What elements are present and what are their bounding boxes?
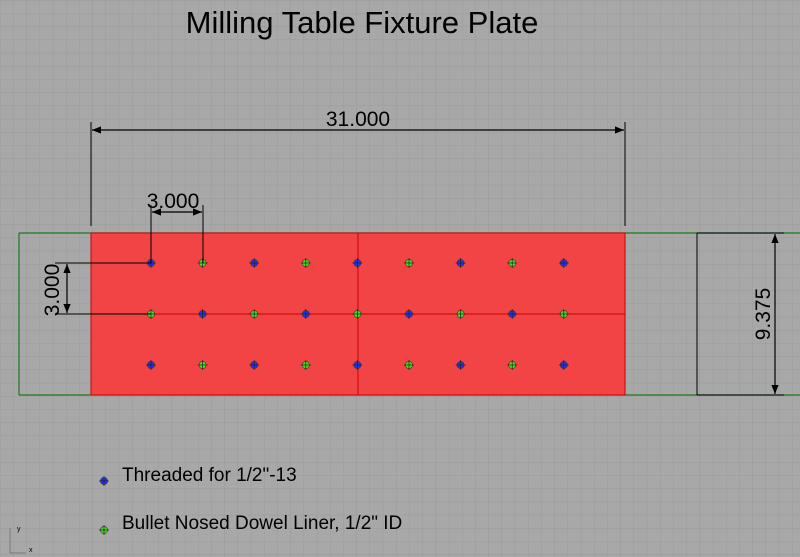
legend-label-dowel: Bullet Nosed Dowel Liner, 1/2" ID <box>122 513 402 534</box>
page-title: Milling Table Fixture Plate <box>186 5 539 40</box>
threaded-hole <box>507 309 518 319</box>
legend-label-threaded: Threaded for 1/2"-13 <box>122 465 297 486</box>
axis-y-label: y <box>17 526 21 533</box>
dowel-liner-hole <box>558 309 569 319</box>
threaded-hole <box>455 258 466 268</box>
threaded-hole <box>197 309 208 319</box>
world-axes-icon: y x <box>9 526 33 554</box>
dowel-liner-hole <box>352 309 363 319</box>
dimension-hole-spacing-y: 3.000 <box>41 262 151 317</box>
legend-item-dowel: Bullet Nosed Dowel Liner, 1/2" ID <box>99 513 402 535</box>
threaded-hole <box>352 360 363 370</box>
dowel-liner-hole <box>249 309 260 319</box>
threaded-hole <box>455 360 466 370</box>
dowel-liner-hole <box>197 360 208 370</box>
threaded-hole <box>249 360 260 370</box>
threaded-hole-icon <box>99 476 109 486</box>
dowel-liner-hole <box>507 360 518 370</box>
dimension-overall-width: 31.000 <box>90 108 626 226</box>
dowel-liner-icon <box>99 525 109 535</box>
dowel-liner-symbol <box>99 525 109 535</box>
threaded-hole-symbol <box>99 476 109 486</box>
threaded-hole <box>352 258 363 268</box>
dim-overall-height-label: 9.375 <box>752 288 775 341</box>
dowel-liner-hole <box>455 309 466 319</box>
legend-item-threaded: Threaded for 1/2"-13 <box>99 465 297 486</box>
dowel-liner-hole <box>404 258 414 268</box>
dimension-hole-spacing-x: 3.000 <box>147 190 204 263</box>
dim-hole-spacing-y-label: 3.000 <box>41 264 64 317</box>
threaded-hole <box>558 360 569 370</box>
threaded-hole <box>404 309 414 319</box>
threaded-hole <box>249 258 260 268</box>
threaded-hole <box>300 309 311 319</box>
dowel-liner-hole <box>404 360 414 370</box>
dowel-liner-hole <box>300 258 311 268</box>
axis-x-label: x <box>29 547 33 554</box>
dim-hole-spacing-x-label: 3.000 <box>147 190 200 213</box>
threaded-hole <box>558 258 569 268</box>
dowel-liner-hole <box>300 360 311 370</box>
dimension-overall-height: 9.375 <box>697 232 784 396</box>
dim-overall-width-label: 31.000 <box>326 108 390 131</box>
dowel-liner-hole <box>507 258 518 268</box>
threaded-hole <box>146 360 156 370</box>
legend: Threaded for 1/2"-13 Bullet Nosed Dowel … <box>99 465 402 535</box>
